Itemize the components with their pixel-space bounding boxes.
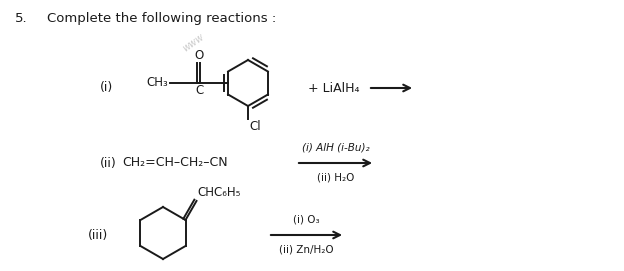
Text: + LiAlH₄: + LiAlH₄ bbox=[308, 82, 359, 95]
Text: C: C bbox=[195, 84, 203, 97]
Text: (iii): (iii) bbox=[88, 228, 108, 241]
Text: (ii) Zn/H₂O: (ii) Zn/H₂O bbox=[279, 245, 334, 255]
Text: (i): (i) bbox=[100, 82, 113, 95]
Text: www: www bbox=[180, 32, 206, 54]
Text: (i) AlH (i-Bu)₂: (i) AlH (i-Bu)₂ bbox=[301, 143, 369, 153]
Text: (ii) H₂O: (ii) H₂O bbox=[317, 173, 354, 183]
Text: (ii): (ii) bbox=[100, 156, 117, 169]
Text: CHC₆H₅: CHC₆H₅ bbox=[198, 186, 241, 199]
Text: (i) O₃: (i) O₃ bbox=[293, 215, 320, 225]
Text: CH₂=CH–CH₂–CN: CH₂=CH–CH₂–CN bbox=[122, 156, 228, 169]
Text: O: O bbox=[195, 49, 203, 62]
Text: Complete the following reactions :: Complete the following reactions : bbox=[47, 12, 276, 25]
Text: Cl: Cl bbox=[249, 120, 261, 133]
Text: 5.: 5. bbox=[15, 12, 27, 25]
Text: CH₃: CH₃ bbox=[147, 76, 168, 89]
